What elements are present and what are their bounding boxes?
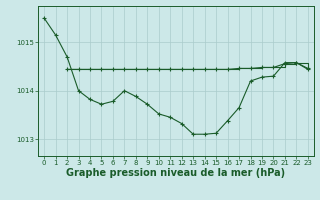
X-axis label: Graphe pression niveau de la mer (hPa): Graphe pression niveau de la mer (hPa) [67,168,285,178]
